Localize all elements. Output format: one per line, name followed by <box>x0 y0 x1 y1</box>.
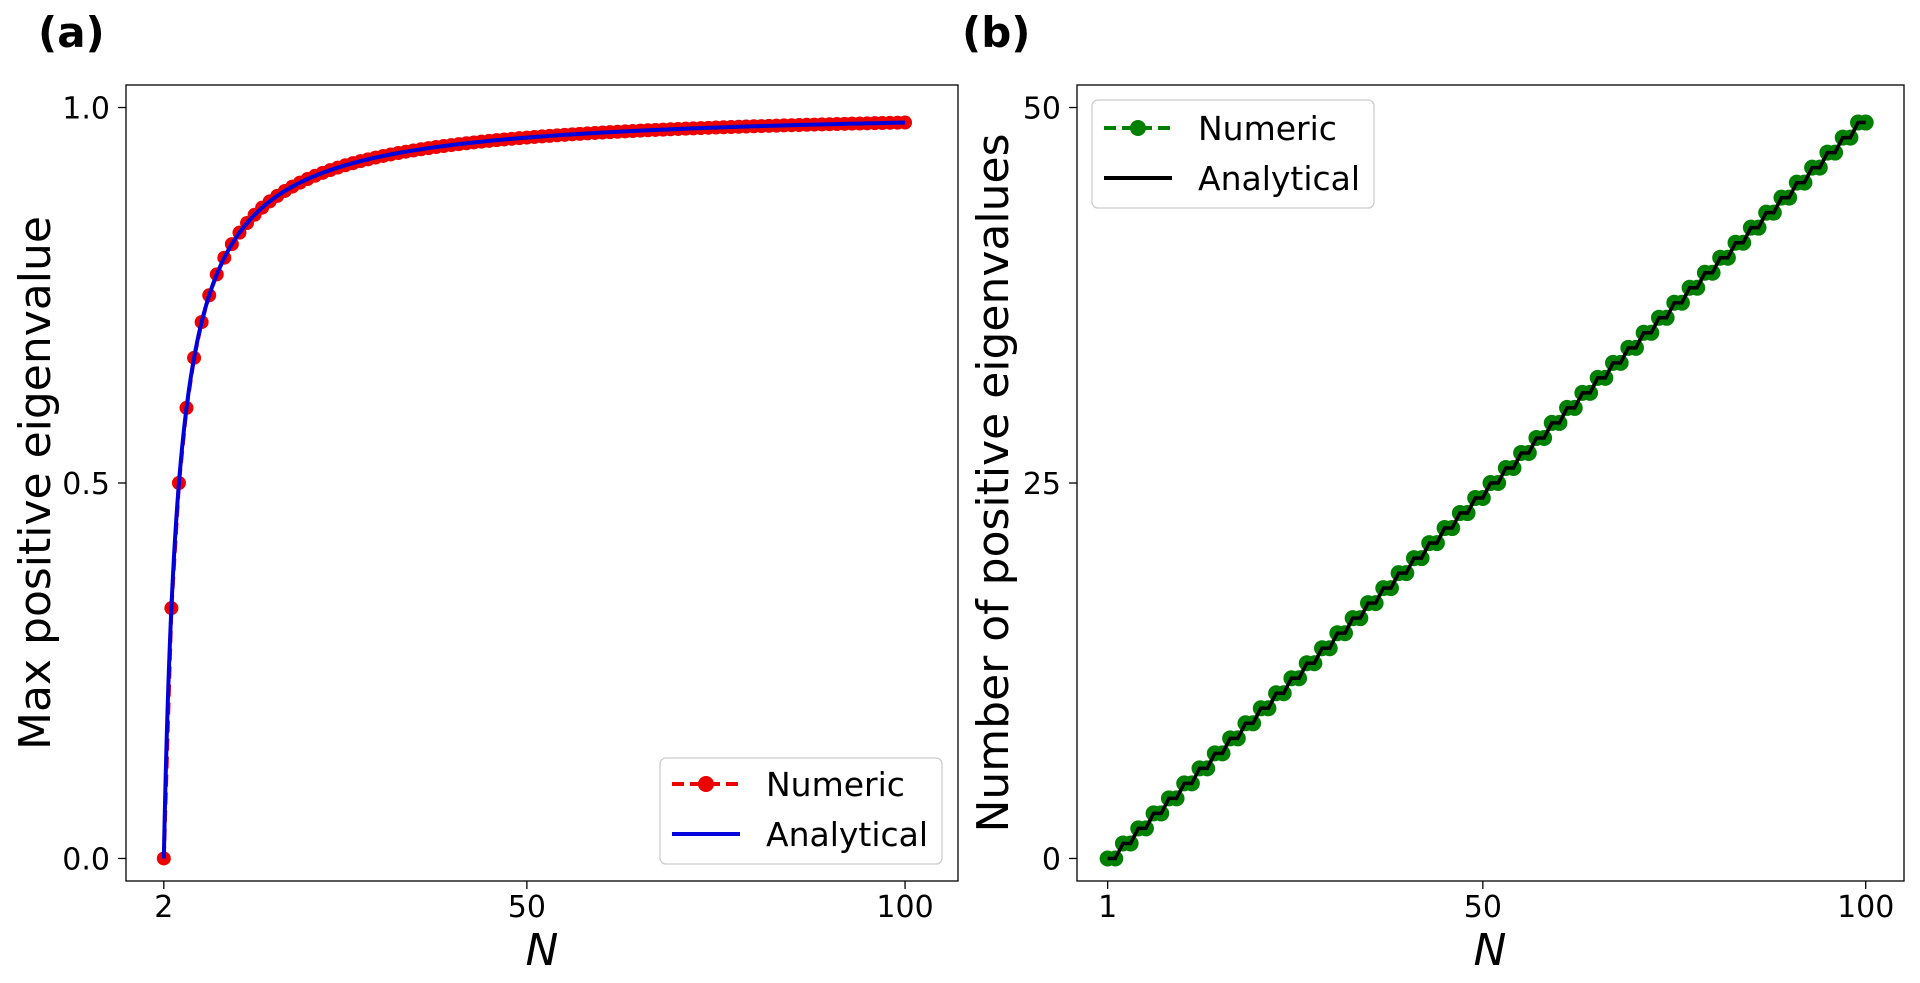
panel-a-ytick-label: 0.0 <box>62 842 110 877</box>
panel-a-legend-numeric-marker <box>698 776 714 792</box>
panel-b-ytick-label: 25 <box>1023 467 1061 502</box>
panel-a-legend-analytical-label: Analytical <box>766 815 928 854</box>
panel-a-xtick-label: 50 <box>508 890 546 925</box>
panel-a-legend: Numeric Analytical <box>659 757 943 865</box>
panel-a: (a) 0.0 0.5 1.0 2 50 100 N Max positive … <box>10 8 959 976</box>
panel-b-xlabel: N <box>1474 925 1507 976</box>
panel-a-xlabel: N <box>526 925 559 976</box>
panel-b-label: (b) <box>962 8 1030 57</box>
panel-b-legend-numeric-label: Numeric <box>1198 109 1337 148</box>
panel-b-xtick-label: 50 <box>1464 890 1502 925</box>
panel-b-legend-analytical-label: Analytical <box>1198 159 1360 198</box>
panel-a-numeric-line <box>161 120 906 859</box>
panel-b: (b) 0 25 50 1 50 100 N Number of positiv… <box>962 8 1905 976</box>
panel-b-analytical-line <box>1107 120 1866 861</box>
panel-a-ytick-label: 0.5 <box>62 467 110 502</box>
panel-a-ytick-label: 1.0 <box>62 92 110 127</box>
panel-b-series <box>1099 114 1874 867</box>
panel-b-legend-numeric-marker <box>1130 120 1146 136</box>
panel-b-xtick-label: 100 <box>1837 890 1894 925</box>
panel-a-analytical-line <box>161 120 906 859</box>
panel-a-xtick-label: 100 <box>876 890 933 925</box>
panel-b-xtick-label: 1 <box>1098 890 1117 925</box>
panel-a-series <box>156 115 913 866</box>
panel-a-xtick-label: 2 <box>154 890 173 925</box>
panel-b-ytick-label: 0 <box>1042 842 1061 877</box>
panel-a-label: (a) <box>38 8 105 57</box>
panel-b-ylabel: Number of positive eigenvalues <box>968 134 1019 833</box>
panel-a-legend-numeric-label: Numeric <box>766 765 905 804</box>
panel-a-ylabel: Max positive eigenvalue <box>10 216 61 750</box>
panel-b-legend: Numeric Analytical <box>1091 99 1375 209</box>
panel-b-ytick-label: 50 <box>1023 92 1061 127</box>
